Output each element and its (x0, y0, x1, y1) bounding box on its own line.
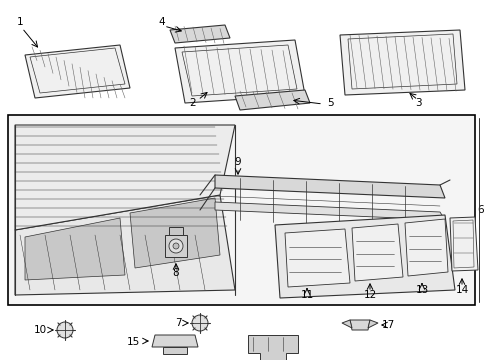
Polygon shape (351, 224, 402, 281)
Polygon shape (15, 195, 235, 295)
Polygon shape (15, 125, 235, 230)
Polygon shape (215, 202, 444, 220)
Polygon shape (175, 40, 305, 103)
Polygon shape (367, 320, 377, 328)
Text: 17: 17 (381, 320, 394, 330)
Text: 13: 13 (414, 285, 428, 295)
Polygon shape (130, 198, 220, 268)
Text: 11: 11 (300, 290, 313, 300)
Text: 12: 12 (363, 290, 376, 300)
Text: 15: 15 (126, 337, 140, 347)
Circle shape (192, 315, 207, 331)
Polygon shape (164, 235, 186, 257)
Text: 9: 9 (234, 157, 241, 167)
Circle shape (173, 243, 179, 249)
Polygon shape (235, 90, 309, 110)
Polygon shape (163, 347, 186, 354)
Polygon shape (274, 215, 454, 298)
Text: 14: 14 (454, 285, 468, 295)
Polygon shape (169, 227, 183, 235)
Polygon shape (170, 25, 229, 43)
Text: 8: 8 (172, 268, 179, 278)
Text: 5: 5 (326, 98, 333, 108)
Polygon shape (247, 335, 297, 360)
Circle shape (169, 239, 183, 253)
Polygon shape (285, 229, 349, 287)
Polygon shape (152, 335, 198, 347)
Polygon shape (339, 30, 464, 95)
Polygon shape (341, 320, 351, 328)
Bar (8, 115, 474, 305)
Text: 2: 2 (189, 98, 196, 108)
Polygon shape (25, 218, 125, 280)
Text: 1: 1 (17, 17, 23, 27)
Text: 4: 4 (159, 17, 165, 27)
Polygon shape (349, 320, 369, 330)
Text: 7: 7 (174, 318, 181, 328)
Text: 6: 6 (477, 205, 483, 215)
Text: 3: 3 (414, 98, 421, 108)
Polygon shape (404, 219, 447, 276)
Polygon shape (215, 175, 444, 198)
Circle shape (57, 322, 73, 338)
Polygon shape (449, 217, 477, 271)
Polygon shape (25, 45, 130, 98)
Text: 10: 10 (33, 325, 46, 335)
